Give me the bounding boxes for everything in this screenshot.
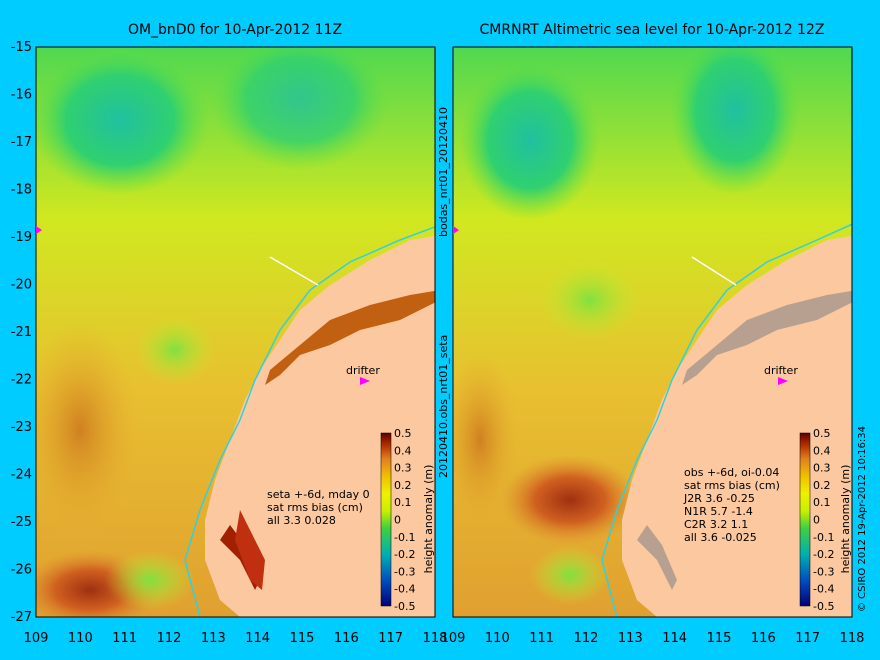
lat-tick: -20 [11,278,32,293]
colorbar-tick-left: -0.5 [394,600,415,613]
lon-tick-right: 111 [529,631,554,646]
colorbar-tick-right: 0.2 [813,479,831,492]
colorbar-tick-left: -0.1 [394,531,415,544]
colorbar-tick-left: 0.2 [394,479,412,492]
colorbar-tick-right: 0.4 [813,444,831,457]
lat-tick: -18 [11,183,32,198]
right-colorbar [799,432,811,607]
lat-tick: -21 [11,325,32,340]
drifter-marker-left [360,377,370,385]
lat-tick: -17 [11,135,32,150]
lon-tick-right: 109 [441,631,466,646]
middle-label-top: bodas_nrt01_20120410 [437,107,450,237]
colorbar-tick-left: 0.5 [394,427,412,440]
colorbar-tick-right: -0.3 [813,565,834,578]
left-stats-line: all 3.3 0.028 [267,514,336,527]
lon-tick-left: 117 [378,631,403,646]
colorbar-tick-right: -0.4 [813,583,834,596]
colorbar-tick-right: -0.1 [813,531,834,544]
colorbar-tick-left: 0.1 [394,496,412,509]
lat-tick: -23 [11,420,32,435]
lon-tick-left: 116 [334,631,359,646]
lon-tick-right: 115 [707,631,732,646]
right-panel-title: CMRNRT Altimetric sea level for 10-Apr-2… [479,22,825,38]
colorbar-tick-left: -0.3 [394,565,415,578]
lon-tick-right: 113 [618,631,643,646]
lon-tick-right: 117 [795,631,820,646]
lat-tick: -26 [11,563,32,578]
right-stats-line: C2R 3.2 1.1 [684,518,748,531]
colorbar-tick-left: 0.4 [394,444,412,457]
right-map [453,47,852,617]
lon-tick-left: 111 [112,631,137,646]
lat-tick: -27 [11,610,32,625]
right-stats-line: N1R 5.7 -1.4 [684,505,753,518]
lat-tick: -15 [11,40,32,55]
lon-tick-right: 112 [574,631,599,646]
colorbar-tick-right: 0 [813,514,820,527]
lon-tick-right: 110 [485,631,510,646]
left-colorbar [380,432,392,607]
copyright-label: © CSIRO 2012 19-Apr-2012 10:16:34 [857,425,868,612]
lon-tick-left: 110 [68,631,93,646]
colorbar-label-right: height anomaly (m) [839,465,852,574]
drifter-label-left: drifter [346,364,380,377]
right-stats-line: obs +-6d, oi-0.04 [684,466,779,479]
colorbar-tick-left: -0.4 [394,583,415,596]
right-stats-line: sat rms bias (cm) [684,479,780,492]
drifter-marker-right [778,377,788,385]
right-stats-line: all 3.6 -0.025 [684,531,757,544]
lon-tick-right: 118 [840,631,865,646]
colorbar-tick-right: 0.3 [813,462,831,475]
lon-tick-left: 115 [290,631,315,646]
lon-tick-left: 112 [157,631,182,646]
lon-tick-left: 114 [245,631,270,646]
colorbar-label-left: height anomaly (m) [422,465,435,574]
lat-tick: -22 [11,373,32,388]
right-stats-line: J2R 3.6 -0.25 [683,492,755,505]
left-stats-line: seta +-6d, mday 0 [267,488,370,501]
colorbar-tick-right: -0.2 [813,548,834,561]
middle-label: 20120410.obs_nrt01_seta [437,334,450,478]
left-map [36,47,435,617]
lat-tick: -25 [11,515,32,530]
lat-tick: -19 [11,230,32,245]
colorbar-tick-left: -0.2 [394,548,415,561]
colorbar-tick-left: 0.3 [394,462,412,475]
left-stats-line: sat rms bias (cm) [267,501,363,514]
colorbar-tick-right: 0.1 [813,496,831,509]
colorbar-tick-right: -0.5 [813,600,834,613]
lat-tick: -16 [11,88,32,103]
lon-tick-right: 114 [662,631,687,646]
drifter-label-right: drifter [764,364,798,377]
lon-tick-left: 109 [24,631,49,646]
colorbar-tick-right: 0.5 [813,427,831,440]
lat-tick: -24 [11,468,32,483]
lon-tick-right: 116 [751,631,776,646]
left-panel-title: OM_bnD0 for 10-Apr-2012 11Z [127,22,343,38]
lon-tick-left: 118 [423,631,448,646]
colorbar-tick-left: 0 [394,514,401,527]
lon-tick-left: 113 [201,631,226,646]
